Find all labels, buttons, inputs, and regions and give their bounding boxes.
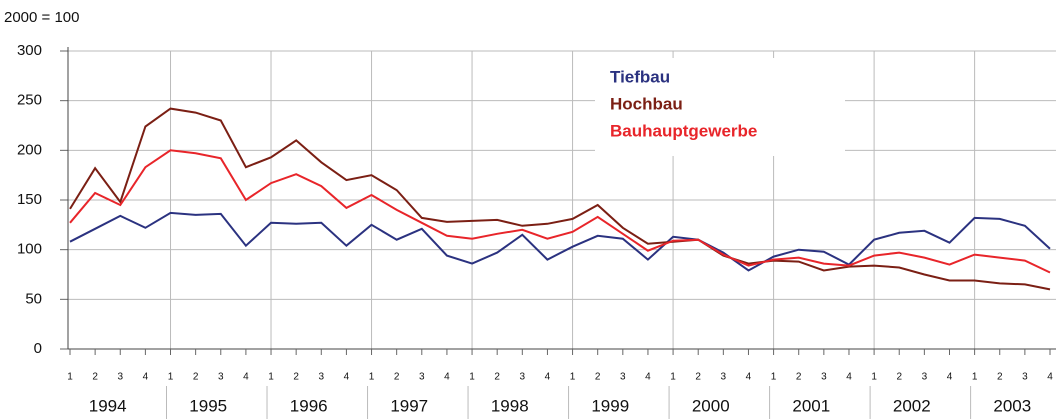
x-tick-label: 3 <box>419 372 425 383</box>
x-tick-label: 3 <box>1022 372 1028 383</box>
y-tick-label: 50 <box>25 290 42 307</box>
y-tick-label: 300 <box>17 42 42 59</box>
x-tick-label: 3 <box>721 372 727 383</box>
x-tick-label: 1 <box>972 372 978 383</box>
x-tick-label: 2 <box>293 372 299 383</box>
y-tick-label: 0 <box>34 340 42 357</box>
year-label: 1997 <box>390 396 428 415</box>
y-tick-label: 200 <box>17 141 42 158</box>
x-tick-label: 2 <box>394 372 400 383</box>
x-tick-label: 4 <box>746 372 752 383</box>
line-series <box>69 149 1051 274</box>
y-tick-label: 150 <box>17 191 42 208</box>
x-tick-label: 4 <box>1047 372 1053 383</box>
y-tick-label: 100 <box>17 241 42 258</box>
x-tick-label: 1 <box>168 372 174 383</box>
line-series <box>69 107 1051 291</box>
x-tick-label: 2 <box>796 372 802 383</box>
legend-entry: Hochbau <box>610 94 683 113</box>
year-label: 2003 <box>993 396 1031 415</box>
year-label: 1999 <box>591 396 629 415</box>
year-label: 1994 <box>89 396 127 415</box>
x-tick-label: 3 <box>218 372 224 383</box>
x-tick-label: 2 <box>92 372 98 383</box>
x-tick-label: 3 <box>922 372 928 383</box>
line-series <box>69 211 1051 272</box>
x-tick-label: 4 <box>143 372 149 383</box>
x-tick-label: 4 <box>344 372 350 383</box>
x-tick-label: 2 <box>896 372 902 383</box>
year-label: 1996 <box>290 396 328 415</box>
legend-box <box>595 58 845 156</box>
x-tick-label: 4 <box>444 372 450 383</box>
x-tick-label: 3 <box>117 372 123 383</box>
legend-entry: Tiefbau <box>610 67 670 86</box>
x-tick-label: 2 <box>193 372 199 383</box>
legend-entry: Bauhauptgewerbe <box>610 121 757 140</box>
x-tick-label: 4 <box>947 372 953 383</box>
x-tick-label: 1 <box>670 372 676 383</box>
year-label: 1998 <box>491 396 529 415</box>
year-label: 1995 <box>189 396 227 415</box>
x-tick-label: 3 <box>620 372 626 383</box>
x-tick-label: 3 <box>520 372 526 383</box>
x-tick-label: 4 <box>645 372 651 383</box>
x-tick-label: 4 <box>243 372 249 383</box>
x-tick-label: 1 <box>469 372 475 383</box>
year-label: 2002 <box>893 396 931 415</box>
x-tick-label: 1 <box>369 372 375 383</box>
year-label: 2000 <box>692 396 730 415</box>
x-tick-label: 1 <box>570 372 576 383</box>
x-tick-label: 3 <box>319 372 325 383</box>
y-tick-label: 250 <box>17 92 42 109</box>
x-tick-label: 2 <box>595 372 601 383</box>
x-tick-label: 2 <box>997 372 1003 383</box>
y-axis-label: 2000 = 100 <box>4 9 80 26</box>
x-tick-label: 2 <box>494 372 500 383</box>
x-tick-label: 1 <box>67 372 73 383</box>
x-tick-label: 1 <box>771 372 777 383</box>
x-tick-label: 3 <box>821 372 827 383</box>
x-tick-label: 1 <box>871 372 877 383</box>
x-tick-label: 2 <box>695 372 701 383</box>
year-label: 2001 <box>792 396 830 415</box>
x-tick-label: 4 <box>846 372 852 383</box>
x-tick-label: 4 <box>545 372 551 383</box>
x-tick-label: 1 <box>268 372 274 383</box>
